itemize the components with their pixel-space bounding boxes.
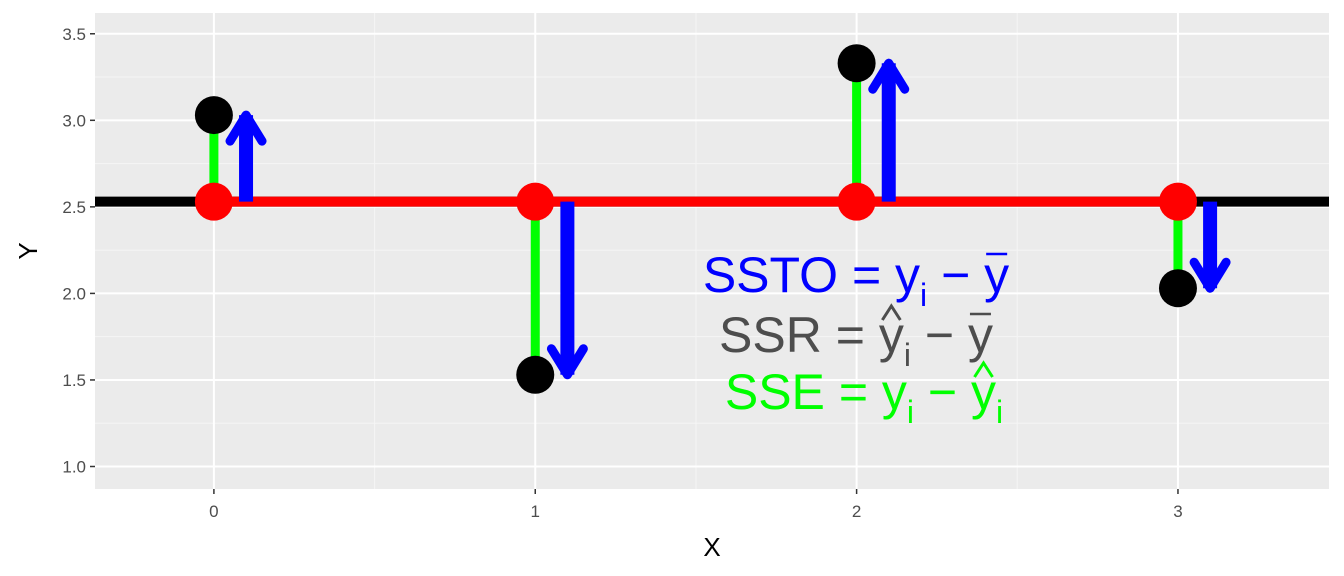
annotation-hat — [973, 360, 994, 378]
annotation-term: y — [984, 247, 1009, 303]
fitted-point — [1158, 182, 1197, 221]
annotation-subscript: i — [907, 394, 914, 430]
fitted-points-layer — [194, 182, 1197, 221]
ssto-arrow — [225, 110, 267, 202]
ssto-arrow — [1189, 201, 1231, 293]
annotation-subscript: i — [920, 277, 927, 313]
ssto-arrow — [546, 201, 588, 380]
y-tick-label: 1.5 — [62, 371, 86, 390]
ssto-arrow-head — [546, 344, 588, 380]
observed-point — [1158, 269, 1197, 308]
annotation-hat — [881, 303, 902, 321]
fitted-point — [837, 182, 876, 221]
y-tick-label: 3.5 — [62, 25, 86, 44]
fitted-point — [516, 182, 555, 221]
x-tick-label: 3 — [1173, 502, 1182, 521]
annotation-subscript: i — [904, 337, 911, 373]
annotation-space — [927, 247, 941, 303]
x-axis-ticks: 0 1 2 3 — [209, 489, 1183, 521]
ssto-arrow-head — [1189, 257, 1231, 293]
annotation-subscript: i — [996, 394, 1003, 430]
x-tick-label: 1 — [531, 502, 540, 521]
observed-point — [194, 96, 233, 135]
annotation-equals: = — [852, 247, 895, 303]
annotation-minus: − — [941, 247, 984, 303]
annotation-lhs: SSR — [719, 307, 836, 363]
y-axis-ticks: 1.0 1.5 2.0 2.5 3.0 3.5 — [62, 25, 95, 476]
x-axis-title: X — [703, 532, 720, 562]
annotation-equals: = — [839, 364, 882, 420]
observed-point — [516, 355, 555, 394]
annotation-equals: = — [836, 307, 879, 363]
annotation-term: y — [971, 364, 996, 420]
annotation-lhs: SSTO — [703, 247, 852, 303]
ssto-arrow-head — [225, 110, 267, 146]
ssto-arrow-head — [868, 58, 910, 94]
annotation-space — [914, 364, 928, 420]
annotation-term: y — [895, 247, 920, 303]
observed-point — [837, 44, 876, 83]
annotation-formula: SSTO = yi − y — [703, 247, 1009, 313]
annotation-term: y — [968, 307, 993, 363]
ssto-arrow — [868, 58, 910, 202]
annotation-minus: − — [925, 307, 968, 363]
x-tick-label: 2 — [852, 502, 861, 521]
panel-background — [95, 13, 1329, 489]
x-tick-label: 0 — [209, 502, 218, 521]
annotation-term: y — [879, 307, 904, 363]
annotation-space — [911, 307, 925, 363]
y-axis-title: Y — [13, 242, 43, 259]
y-tick-label: 3.0 — [62, 111, 86, 130]
y-tick-label: 2.5 — [62, 198, 86, 217]
y-tick-label: 1.0 — [62, 457, 86, 476]
fitted-point — [194, 182, 233, 221]
annotation-minus: − — [928, 364, 971, 420]
grid-minor — [95, 13, 1329, 489]
ssto-arrows-layer — [225, 58, 1231, 380]
annotation-formula: SSR = yi − y — [719, 307, 993, 373]
annotation-lhs: SSE — [725, 364, 839, 420]
y-tick-label: 2.0 — [62, 284, 86, 303]
observed-points-layer — [194, 44, 1197, 394]
annotation-term: y — [882, 364, 907, 420]
